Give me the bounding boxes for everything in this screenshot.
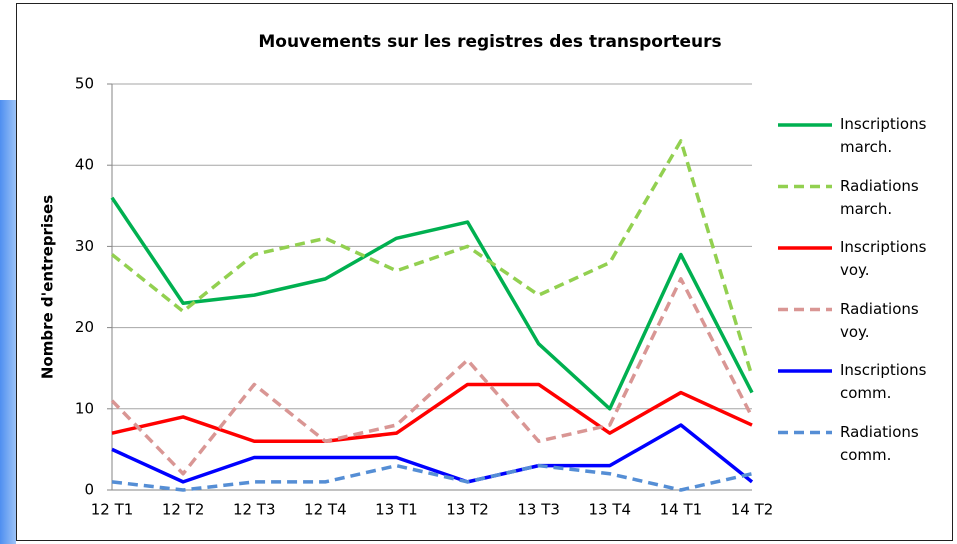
y-tick-label: 30 — [75, 237, 94, 255]
x-tick-label: 12 T1 — [91, 501, 134, 519]
y-tick-label: 20 — [75, 318, 94, 336]
y-tick-label: 0 — [84, 481, 94, 499]
legend-label: Radiations voy. — [840, 299, 919, 341]
series-line — [110, 277, 754, 476]
chart-frame — [16, 3, 953, 541]
x-tick-label: 12 T3 — [233, 501, 276, 519]
x-tick-label: 13 T2 — [446, 501, 489, 519]
y-tick-label: 40 — [75, 156, 94, 174]
x-tick-label: 14 T1 — [660, 501, 703, 519]
side-strip — [0, 100, 16, 544]
series-line — [110, 196, 754, 411]
legend-label: Radiations comm. — [840, 422, 919, 464]
x-tick-label: 14 T2 — [731, 501, 774, 519]
y-tick-label: 10 — [75, 399, 94, 417]
x-tick-label: 13 T4 — [588, 501, 631, 519]
y-tick-label: 50 — [75, 75, 94, 93]
legend-label: Inscriptions comm. — [840, 361, 927, 402]
series-line — [110, 139, 754, 377]
x-tick-label: 12 T4 — [304, 501, 347, 519]
legend-label: Inscriptions voy. — [840, 238, 927, 279]
x-tick-label: 13 T1 — [375, 501, 418, 519]
y-axis-title: Nombre d'entreprises — [39, 195, 57, 379]
x-tick-label: 12 T2 — [162, 501, 205, 519]
legend-label: Inscriptions march. — [840, 115, 927, 156]
chart-title: Mouvements sur les registres des transpo… — [258, 32, 721, 52]
x-tick-label: 13 T3 — [517, 501, 560, 519]
series-line — [111, 382, 753, 444]
legend-label: Radiations march. — [840, 176, 919, 218]
series-line — [111, 463, 753, 492]
series-line — [111, 423, 754, 484]
